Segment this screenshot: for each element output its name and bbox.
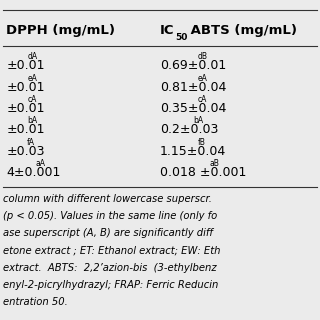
Text: cA: cA [27, 95, 36, 104]
Text: bA: bA [27, 116, 37, 125]
Text: enyl-2-picrylhydrazyl; FRAP: Ferric Reducin: enyl-2-picrylhydrazyl; FRAP: Ferric Redu… [3, 280, 219, 290]
Text: etone extract ; ET: Ethanol extract; EW: Eth: etone extract ; ET: Ethanol extract; EW:… [3, 245, 221, 255]
Text: aB: aB [210, 159, 220, 168]
Text: cA: cA [197, 95, 207, 104]
Text: DPPH (mg/mL): DPPH (mg/mL) [6, 24, 116, 37]
Text: ±0.01: ±0.01 [6, 81, 45, 93]
Text: eA: eA [197, 74, 207, 83]
Text: ABTS (mg/mL): ABTS (mg/mL) [186, 24, 297, 37]
Text: ase superscript (A, B) are significantly diff: ase superscript (A, B) are significantly… [3, 228, 213, 238]
Text: column with different lowercase superscr.: column with different lowercase superscr… [3, 194, 212, 204]
Text: ±0.01: ±0.01 [6, 124, 45, 136]
Text: dB: dB [197, 52, 207, 61]
Text: 0.35±0.04: 0.35±0.04 [160, 102, 226, 115]
Text: 4±0.001: 4±0.001 [6, 166, 61, 179]
Text: (p < 0.05). Values in the same line (only fo: (p < 0.05). Values in the same line (onl… [3, 211, 218, 221]
Text: ±0.01: ±0.01 [6, 59, 45, 72]
Text: ±0.03: ±0.03 [6, 145, 45, 158]
Text: IC: IC [160, 24, 174, 37]
Text: entration 50.: entration 50. [3, 297, 68, 307]
Text: 0.2±0.03: 0.2±0.03 [160, 124, 218, 136]
Text: 0.81±0.04: 0.81±0.04 [160, 81, 226, 93]
Text: 0.018 ±0.001: 0.018 ±0.001 [160, 166, 246, 179]
Text: aA: aA [36, 159, 45, 168]
Text: eA: eA [27, 74, 37, 83]
Text: 1.15±0.04: 1.15±0.04 [160, 145, 226, 158]
Text: 50: 50 [175, 33, 188, 42]
Text: 0.69±0.01: 0.69±0.01 [160, 59, 226, 72]
Text: bA: bA [193, 116, 204, 125]
Text: ±0.01: ±0.01 [6, 102, 45, 115]
Text: dA: dA [27, 52, 37, 61]
Text: fB: fB [197, 138, 205, 147]
Text: extract.  ABTS:  2,2’azion-bis  (3-ethylbenz: extract. ABTS: 2,2’azion-bis (3-ethylben… [3, 263, 217, 273]
Text: fA: fA [27, 138, 35, 147]
